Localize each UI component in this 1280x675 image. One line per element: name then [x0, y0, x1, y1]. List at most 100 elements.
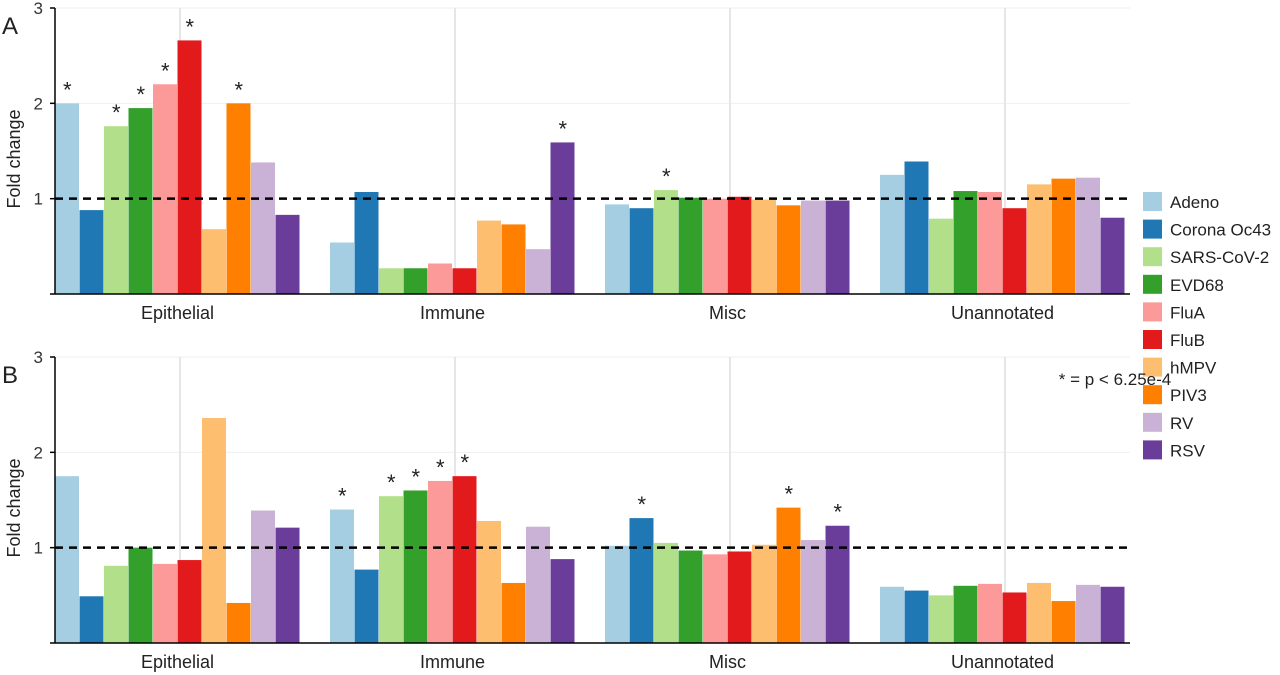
- bar: [654, 190, 678, 294]
- bar: [403, 490, 428, 643]
- significance-marker: *: [234, 77, 243, 102]
- legend: Adeno Corona Oc43 SARS-CoV-2 EVD68 FluA FluB h…: [1143, 192, 1271, 460]
- bar: [801, 200, 825, 294]
- significance-marker: *: [136, 82, 145, 107]
- bar: [526, 249, 550, 294]
- significance-marker: *: [338, 484, 347, 509]
- y-tick-label: 1: [34, 190, 43, 209]
- bar: [428, 263, 452, 294]
- significance-marker: *: [63, 77, 72, 102]
- bar: [104, 126, 128, 294]
- bar: [251, 162, 275, 294]
- significance-marker: *: [387, 470, 396, 495]
- bar: [550, 142, 575, 294]
- bar: [1027, 582, 1051, 643]
- bar: [177, 40, 202, 295]
- bar: [501, 582, 526, 643]
- bar: [825, 200, 850, 294]
- legend-swatch: [1143, 274, 1162, 294]
- legend-swatch: [1143, 192, 1162, 211]
- bar: [275, 214, 300, 294]
- legend-label: FluA: [1170, 303, 1206, 322]
- bar: [153, 563, 177, 643]
- y-tick-label: 2: [34, 94, 43, 113]
- significance-marker: *: [662, 164, 671, 189]
- significance-marker: *: [161, 58, 170, 83]
- y-tick-label: 3: [34, 0, 43, 18]
- bar: [978, 191, 1002, 294]
- y-axis-label: Fold change: [4, 109, 24, 208]
- bar: [1027, 184, 1051, 294]
- x-tick-label: Misc: [709, 303, 746, 323]
- y-tick-label: 1: [34, 539, 43, 558]
- bar: [776, 205, 801, 294]
- significance-marker: *: [185, 14, 194, 39]
- bar: [428, 480, 452, 643]
- bar: [79, 210, 104, 294]
- bar: [330, 509, 354, 643]
- bar: [703, 554, 727, 643]
- legend-label: Adeno: [1170, 193, 1219, 212]
- bar: [752, 199, 776, 294]
- bar: [550, 559, 575, 643]
- significance-marker: *: [436, 455, 445, 480]
- bar: [379, 268, 403, 294]
- y-tick-label: 2: [34, 443, 43, 462]
- bar: [330, 242, 354, 294]
- significance-marker: *: [558, 116, 567, 141]
- x-tick-label: Unannotated: [951, 303, 1054, 323]
- panel-letter: B: [2, 362, 18, 389]
- bar: [904, 161, 929, 294]
- bar: [104, 565, 128, 643]
- significance-marker: *: [460, 450, 469, 475]
- bar: [953, 585, 978, 643]
- bar: [776, 507, 801, 643]
- bar: [752, 544, 776, 643]
- legend-swatch: [1143, 412, 1162, 432]
- legend-label: FluB: [1170, 331, 1205, 350]
- bar: [904, 590, 929, 643]
- bar: [202, 418, 226, 643]
- legend-swatch: [1143, 440, 1162, 460]
- bar: [629, 208, 654, 294]
- panel-letter: A: [2, 13, 18, 40]
- bar: [825, 525, 850, 643]
- bar: [452, 476, 477, 643]
- bar: [953, 191, 978, 294]
- bar: [880, 586, 904, 643]
- bar: [177, 560, 202, 643]
- bar: [526, 526, 550, 643]
- x-tick-label: Immune: [420, 303, 485, 323]
- bar: [629, 518, 654, 643]
- legend-swatch: [1143, 330, 1162, 349]
- bar: [880, 174, 904, 294]
- bar: [354, 569, 379, 643]
- bar: [202, 229, 226, 294]
- bar: [379, 496, 403, 643]
- significance-note: * = p < 6.25e-4: [1059, 370, 1171, 389]
- bar: [128, 108, 153, 294]
- bar: [1100, 217, 1125, 294]
- bar: [128, 547, 153, 643]
- legend-label: hMPV: [1170, 359, 1217, 378]
- significance-marker: *: [411, 464, 420, 489]
- legend-label: SARS-CoV-2: [1170, 248, 1269, 267]
- bar: [501, 224, 526, 294]
- bar: [929, 218, 953, 294]
- bar: [605, 545, 629, 643]
- bar: [1002, 592, 1027, 643]
- bar: [55, 476, 79, 643]
- legend-swatch: [1143, 357, 1162, 377]
- legend-swatch: [1143, 385, 1162, 405]
- significance-marker: *: [784, 482, 793, 507]
- bar: [1002, 208, 1027, 294]
- legend-label: Corona Oc43: [1170, 221, 1271, 240]
- panel-a: * * * * * * Epithelial * Immune * Misc Unannotated 1…: [2, 0, 1130, 323]
- bar: [275, 527, 300, 643]
- x-tick-label: Epithelial: [141, 652, 214, 672]
- x-tick-label: Misc: [709, 652, 746, 672]
- legend-swatch: [1143, 302, 1162, 322]
- bar: [354, 191, 379, 294]
- bar: [727, 551, 752, 643]
